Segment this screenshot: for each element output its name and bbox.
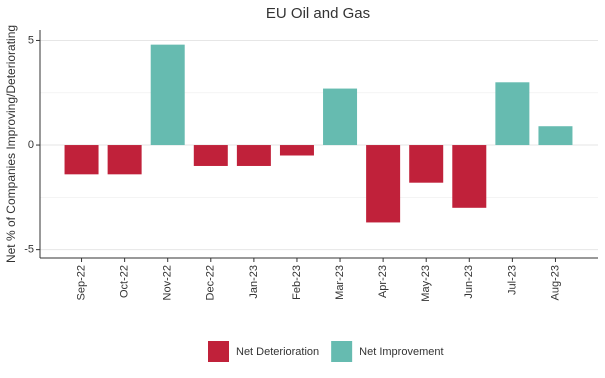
y-tick-label: -5 (24, 244, 34, 256)
legend-label: Net Deterioration (236, 346, 319, 358)
legend-swatch (331, 341, 353, 362)
bar (409, 145, 444, 183)
bar (150, 44, 185, 146)
bar (107, 145, 142, 175)
bar (64, 145, 99, 175)
x-tick-label: Jan-23 (248, 265, 260, 299)
x-tick-label: Aug-23 (549, 265, 561, 300)
y-tick-label: 5 (28, 34, 34, 46)
bar (366, 145, 401, 223)
x-tick-label: Feb-23 (291, 265, 303, 300)
x-tick-label: Nov-22 (162, 265, 174, 300)
x-tick-label: May-23 (420, 265, 432, 302)
y-axis-title: Net % of Companies Improving/Deteriorati… (4, 25, 18, 263)
x-tick-label: Dec-22 (205, 265, 217, 300)
bar (279, 145, 314, 156)
bar (452, 145, 487, 208)
bar (538, 126, 573, 146)
x-tick-label: Jun-23 (463, 265, 475, 299)
x-tick-label: Apr-23 (377, 265, 389, 298)
x-tick-label: Sep-22 (75, 265, 87, 300)
bar (236, 145, 271, 166)
legend-label: Net Improvement (359, 346, 443, 358)
bar (495, 82, 530, 146)
x-tick-label: Mar-23 (334, 265, 346, 300)
x-tick-label: Jul-23 (506, 265, 518, 295)
bar (193, 145, 228, 166)
bar (323, 88, 358, 146)
legend-swatch (208, 341, 229, 362)
y-tick-label: 0 (28, 139, 34, 151)
x-tick-label: Oct-22 (119, 265, 131, 298)
chart-title: EU Oil and Gas (266, 5, 370, 22)
